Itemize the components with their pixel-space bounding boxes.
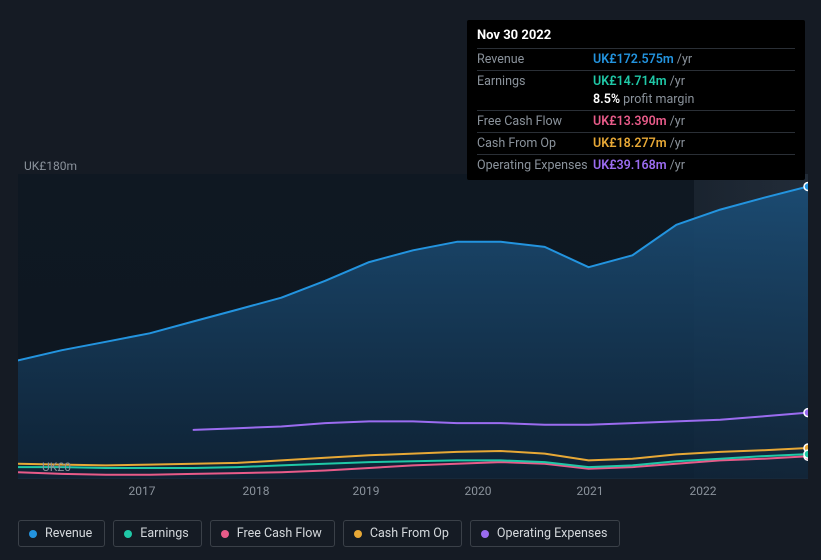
legend-label: Free Cash Flow xyxy=(237,526,322,541)
tooltip-row-value: UK£39.168m xyxy=(593,158,667,173)
x-axis-labels: 2017 2018 2019 2020 2021 2022 xyxy=(18,484,808,504)
tooltip-row: Free Cash FlowUK£13.390m/yr xyxy=(477,110,795,132)
x-axis-label: 2018 xyxy=(243,484,270,498)
tooltip-row: Cash From OpUK£18.277m/yr xyxy=(477,132,795,154)
legend-item[interactable]: Free Cash Flow xyxy=(210,520,335,547)
tooltip-row-label: Revenue xyxy=(477,52,593,67)
legend-label: Revenue xyxy=(45,526,92,541)
legend-dot-icon xyxy=(124,530,132,538)
legend-label: Operating Expenses xyxy=(497,526,608,541)
tooltip-row-value: UK£14.714m xyxy=(593,74,667,89)
tooltip-row-unit: /yr xyxy=(670,158,685,173)
tooltip-row-label: Operating Expenses xyxy=(477,158,593,173)
legend-item[interactable]: Cash From Op xyxy=(343,520,462,547)
tooltip-row-label: Earnings xyxy=(477,74,593,89)
chart-plot[interactable] xyxy=(18,174,808,479)
chart-legend: Revenue Earnings Free Cash Flow Cash From O… xyxy=(18,520,620,547)
legend-label: Cash From Op xyxy=(370,526,449,541)
tooltip-subrow: 8.5% profit margin xyxy=(477,92,795,110)
legend-dot-icon xyxy=(29,530,37,538)
legend-dot-icon xyxy=(354,530,362,538)
tooltip-row-value: UK£18.277m xyxy=(593,136,667,151)
tooltip-row-value: UK£172.575m xyxy=(593,52,674,67)
tooltip-row-unit: /yr xyxy=(670,74,685,89)
tooltip-row: RevenueUK£172.575m/yr xyxy=(477,48,795,70)
legend-dot-icon xyxy=(221,530,229,538)
x-axis-label: 2022 xyxy=(690,484,717,498)
y-axis-top-label: UK£180m xyxy=(24,159,77,173)
chart-tooltip: Nov 30 2022 RevenueUK£172.575m/yrEarning… xyxy=(467,20,805,180)
legend-dot-icon xyxy=(481,530,489,538)
tooltip-row-label: Free Cash Flow xyxy=(477,114,593,129)
tooltip-row-unit: /yr xyxy=(670,114,685,129)
legend-label: Earnings xyxy=(140,526,188,541)
tooltip-row: Operating ExpensesUK£39.168m/yr xyxy=(477,154,795,176)
tooltip-row-value: UK£13.390m xyxy=(593,114,667,129)
chart-svg xyxy=(18,174,808,479)
x-axis-label: 2021 xyxy=(577,484,604,498)
tooltip-row-label: Cash From Op xyxy=(477,136,593,151)
tooltip-row: EarningsUK£14.714m/yr xyxy=(477,70,795,92)
tooltip-date: Nov 30 2022 xyxy=(477,26,795,48)
legend-item[interactable]: Operating Expenses xyxy=(470,520,621,547)
tooltip-row-unit: /yr xyxy=(670,136,685,151)
tooltip-row-unit: /yr xyxy=(677,52,692,67)
legend-item[interactable]: Earnings xyxy=(113,520,201,547)
y-axis-bottom-label: UK£0 xyxy=(42,460,71,474)
x-axis-label: 2017 xyxy=(129,484,156,498)
x-axis-label: 2019 xyxy=(353,484,380,498)
x-axis-label: 2020 xyxy=(465,484,492,498)
legend-item[interactable]: Revenue xyxy=(18,520,105,547)
tooltip-sub-text: 8.5% profit margin xyxy=(593,92,694,107)
